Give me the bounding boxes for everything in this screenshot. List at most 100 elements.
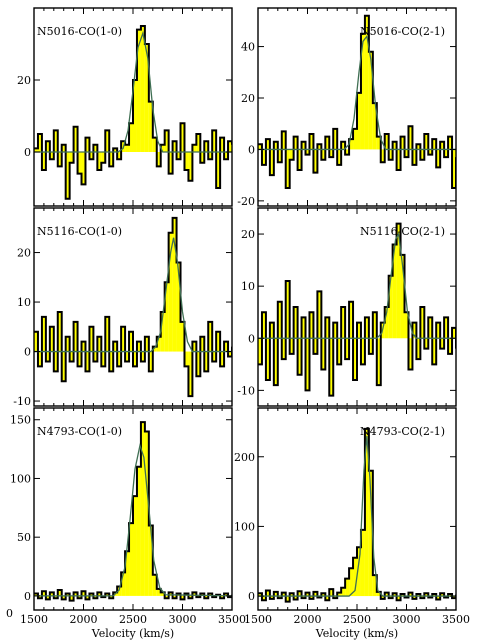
spectrum-line	[258, 222, 456, 397]
spectrum-bar	[180, 123, 185, 152]
x-tick-label: 1500	[20, 613, 48, 626]
spectrum-bar	[392, 141, 397, 150]
spectrum-bar	[129, 123, 133, 152]
spectrum-bar	[97, 152, 102, 170]
spectrum-bar	[152, 137, 157, 152]
spectrum-bar	[273, 338, 278, 386]
x-tick-label: 2500	[119, 613, 147, 626]
y-tick-label: 0	[248, 590, 255, 603]
spectrum-bar	[392, 593, 397, 597]
spectrum-bar	[204, 351, 209, 372]
spectrum-bar	[364, 317, 369, 339]
spectrum-bar	[293, 136, 298, 150]
spectrum-bar	[196, 351, 201, 377]
x-tick-label: 3500	[218, 613, 246, 626]
spectrum-bar	[285, 280, 290, 339]
spectrum-bar	[305, 592, 310, 597]
spectrum-bar	[125, 351, 130, 362]
spectrum-bar	[125, 144, 130, 152]
spectrum-bar	[428, 317, 433, 339]
spectrum-bar	[81, 341, 86, 352]
spectrum-bar	[321, 149, 326, 160]
spectrum-bar	[277, 301, 282, 339]
spectrum-bar	[388, 149, 393, 160]
y-tick-label: 20	[17, 247, 31, 260]
y-tick-label: -20	[237, 195, 255, 208]
spectrum-bar	[220, 595, 225, 599]
spectrum-bar	[85, 595, 90, 600]
y-tick-label: 150	[10, 414, 31, 427]
y-tick-label: 10	[17, 296, 31, 309]
spectrum-bar	[101, 351, 106, 367]
spectrum-bar	[204, 141, 209, 152]
spectrum-bar	[444, 317, 449, 339]
spectrum-bar	[424, 338, 429, 349]
spectrum-bar	[129, 523, 133, 596]
spectrum-bar	[293, 307, 298, 339]
spectrum-bar	[313, 338, 318, 354]
spectrum-bar	[452, 327, 456, 339]
y-tick-label: 0	[24, 590, 31, 603]
panel-title: N5016-CO(2-1)	[360, 25, 445, 38]
spectrum-bar	[136, 29, 141, 153]
spectrum-bar	[53, 595, 58, 599]
fit-line	[34, 237, 232, 353]
spectrum-bar	[309, 312, 314, 339]
spectrum-bar	[281, 131, 286, 150]
spectrum-bar	[220, 351, 225, 367]
spectrum-bar	[269, 322, 274, 339]
spectrum-bar	[148, 351, 153, 372]
spectrum-bar	[329, 589, 334, 597]
spectrum-bar	[49, 326, 54, 352]
spectrum-bar	[41, 591, 46, 596]
panel-title: N5116-CO(2-1)	[360, 225, 445, 238]
spectrum-bar	[364, 15, 369, 150]
spectrum-bar	[349, 568, 354, 597]
spectrum-bar	[105, 593, 110, 596]
spectrum-bar	[57, 311, 62, 352]
spectrum-bar	[168, 152, 173, 174]
spectrum-line	[34, 25, 232, 200]
spectrum-bar	[372, 312, 377, 339]
x-tick-label: 3000	[393, 613, 421, 626]
spectrum-bar	[452, 596, 456, 599]
spectrum-bar	[345, 338, 350, 360]
spectrum-bar	[144, 431, 149, 596]
x-axis-title-right: Velocity (km/s)	[315, 627, 398, 640]
spectrum-bar	[133, 351, 137, 367]
y-tick-label: 50	[17, 531, 31, 544]
spectrum-bar	[420, 149, 425, 160]
y-tick-label: 10	[241, 280, 255, 293]
spectrum-bar	[73, 321, 78, 352]
spectrum-bar	[357, 322, 361, 339]
spectrum-bar	[345, 578, 350, 597]
spectrum-bar	[353, 557, 357, 597]
spectrum-bar	[152, 346, 157, 352]
spectrum-bar	[105, 130, 110, 152]
spectrum-bar	[269, 149, 274, 176]
spectrum-bar	[129, 331, 133, 352]
spectrum-bar	[89, 152, 94, 160]
spectrum-bar	[117, 152, 122, 160]
spectrum-bar	[281, 592, 286, 597]
plot-area	[34, 421, 232, 602]
spectrum-bar	[372, 575, 377, 597]
panels-grid: 0 20 N5016-CO(1-0) -20 0 20 40 N5016-CO(2-1) -10…	[10, 7, 470, 626]
spectrum-bar	[345, 149, 350, 155]
spectrum-bar	[297, 591, 302, 597]
fit-line	[34, 30, 232, 153]
spectrum-bar	[380, 149, 385, 163]
spectrum-bar	[376, 591, 381, 597]
spectrum-bar	[349, 139, 354, 150]
spectrum-bar	[200, 152, 205, 163]
spectrum-bar	[376, 136, 381, 150]
spectrum-bar	[77, 351, 82, 367]
spectrum-bar	[424, 134, 429, 150]
y-tick-label: 100	[234, 520, 255, 533]
spectrum-bar	[313, 591, 318, 597]
spectrum-bar	[184, 351, 189, 367]
spectrum-bar	[53, 130, 58, 152]
spectrum-bar	[412, 149, 417, 165]
spectrum-bar	[440, 593, 445, 597]
spectrum-bar	[444, 149, 449, 158]
